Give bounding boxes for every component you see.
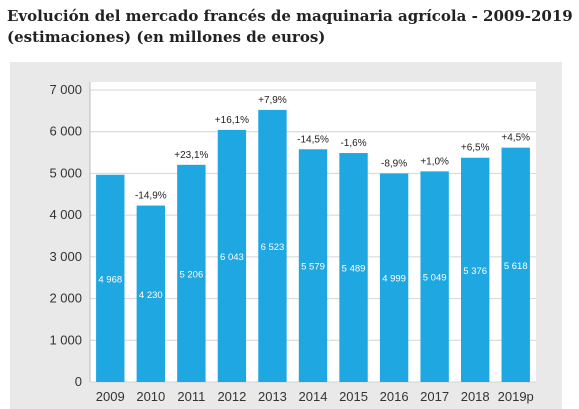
x-tick-label: 2019p — [498, 389, 534, 404]
x-tick-label: 2017 — [420, 389, 449, 404]
bar-value-label: 6 043 — [220, 252, 244, 263]
bar — [501, 147, 530, 382]
change-label: +7,9% — [258, 95, 287, 106]
change-label: -1,6% — [340, 138, 366, 149]
change-label: +16,1% — [215, 115, 249, 126]
bar — [339, 153, 368, 382]
bar — [177, 164, 206, 382]
bar — [96, 174, 125, 382]
bar-value-label: 4 968 — [98, 274, 122, 285]
bar — [460, 157, 490, 382]
bar-value-label: 6 523 — [261, 242, 285, 253]
change-label: +4,5% — [501, 133, 530, 144]
chart-panel: 0 1 000 2 000 3 000 4 000 5 000 6 000 7 000 4 96… — [10, 62, 562, 409]
bar — [379, 173, 409, 382]
change-label: -8,9% — [381, 158, 407, 169]
y-tick-label: 1 000 — [49, 332, 82, 347]
bar-value-label: 5 489 — [342, 264, 366, 275]
x-tick-label: 2009 — [96, 389, 125, 404]
chart-title: Evolución del mercado francés de maquina… — [7, 7, 573, 46]
change-label: -14,5% — [297, 134, 329, 145]
bar-value-label: 5 376 — [463, 266, 487, 277]
change-label: +23,1% — [174, 150, 208, 161]
y-tick-label: 7 000 — [49, 82, 82, 97]
change-label: -14,9% — [135, 191, 167, 202]
bar — [136, 205, 166, 382]
x-tick-label: 2018 — [461, 389, 490, 404]
bar — [420, 171, 449, 382]
y-tick-label: 3 000 — [49, 249, 82, 264]
x-tick-label: 2011 — [177, 389, 205, 404]
y-tick-label: 2 000 — [49, 291, 82, 306]
bar-value-label: 5 618 — [504, 261, 528, 272]
x-tick-label: 2012 — [217, 389, 246, 404]
bar-chart: 0 1 000 2 000 3 000 4 000 5 000 6 000 7 000 4 96… — [49, 82, 536, 404]
y-tick-label: 6 000 — [49, 124, 82, 139]
change-label: +6,5% — [461, 143, 490, 154]
bar — [298, 149, 328, 382]
bar-value-label: 5 049 — [423, 273, 447, 284]
x-tick-label: 2010 — [136, 389, 165, 404]
bar-value-label: 5 579 — [301, 262, 325, 273]
x-tick-label: 2014 — [299, 389, 328, 404]
change-label: +1,0% — [420, 156, 449, 167]
y-tick-label: 4 000 — [49, 207, 82, 222]
bar-value-label: 5 206 — [179, 269, 203, 280]
x-tick-label: 2016 — [380, 389, 409, 404]
bar-value-label: 4 999 — [382, 274, 406, 285]
x-tick-label: 2013 — [258, 389, 287, 404]
bar — [258, 109, 287, 383]
x-tick-label: 2015 — [339, 389, 368, 404]
bar — [217, 129, 247, 382]
bar-value-label: 4 230 — [139, 290, 163, 301]
y-tick-label: 5 000 — [49, 165, 82, 180]
y-tick-label: 0 — [75, 374, 82, 389]
